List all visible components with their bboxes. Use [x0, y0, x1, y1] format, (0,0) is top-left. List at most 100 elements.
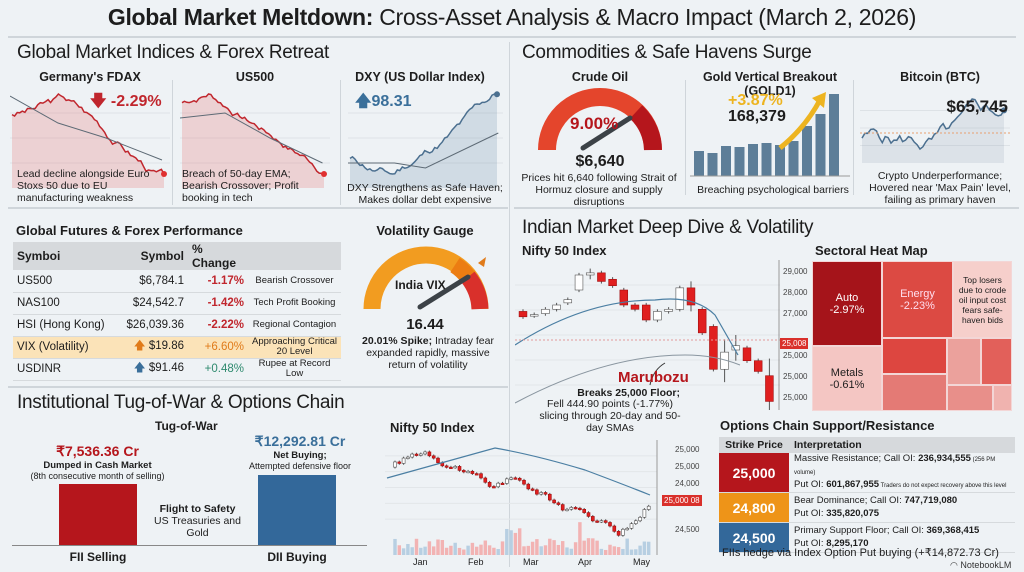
- heatmap-cell[interactable]: [947, 338, 981, 385]
- price: $6,784.1: [139, 274, 184, 287]
- bearish-candle: [765, 375, 774, 402]
- heatmap-cell[interactable]: [882, 374, 947, 411]
- bearish-candle: [444, 465, 449, 468]
- dxy-title: DXY (US Dollar Index): [355, 70, 485, 84]
- price-tag: 25,008: [780, 338, 809, 349]
- bearish-candle: [556, 502, 561, 505]
- page-title: Global Market Meltdown: Cross-Asset Anal…: [0, 4, 1024, 31]
- heatmap-cell[interactable]: [882, 338, 947, 374]
- vix-label: India VIX: [395, 278, 446, 292]
- heatmap-cell[interactable]: [947, 385, 993, 411]
- bearish-candle: [492, 486, 496, 489]
- price-line: [181, 93, 325, 175]
- volume-bar: [548, 538, 552, 555]
- bearish-candle: [500, 482, 505, 485]
- interpretation: Bear Dominance; Call OI: 747,719,080 Put …: [789, 492, 1015, 523]
- t: (256 PM volume): [794, 457, 996, 476]
- area-fill: [12, 94, 164, 188]
- note: Bearish Crossover: [248, 270, 341, 293]
- gold-bar: [721, 146, 731, 176]
- arrow-up-icon: 🡅: [133, 361, 146, 374]
- bullish-candle: [599, 520, 604, 523]
- gold-bar: [775, 145, 785, 176]
- table-row[interactable]: USDINR 🡅 $91.46 +0.48% Rupee at Record Low: [13, 358, 341, 381]
- volume-bar: [539, 546, 543, 555]
- volume-bar: [530, 541, 535, 555]
- bullish-candle: [401, 457, 406, 464]
- sector-heatmap: Auto -2.97% Energy -2.23% Top losers due t…: [812, 261, 1012, 411]
- bearish-candle: [590, 516, 595, 522]
- change: -1.17%: [188, 270, 248, 293]
- bearish-candle: [526, 483, 531, 490]
- bearish-candle: [461, 470, 466, 473]
- sma-50-line: [515, 354, 741, 404]
- volume-bar: [414, 538, 419, 555]
- bearish-candle: [547, 493, 552, 501]
- moving-average-line: [348, 132, 499, 169]
- volume-bar: [621, 548, 625, 555]
- heatmap-title: Sectoral Heat Map: [815, 243, 928, 258]
- bearish-candle: [431, 455, 436, 459]
- price-cell: $26,039.36: [118, 314, 188, 337]
- dii-bar: [258, 475, 336, 545]
- volume-bar: [603, 549, 608, 555]
- flight-rest: US Treasuries and Gold: [154, 515, 241, 539]
- volume-bar: [457, 547, 462, 555]
- table-row[interactable]: NAS100 $24,542.7 -1.42% Tech Profit Booking: [13, 292, 341, 315]
- moving-average-line: [180, 112, 323, 164]
- volume-bar: [582, 540, 586, 555]
- symbol: USDINR: [13, 358, 118, 381]
- bullish-candle: [406, 456, 410, 459]
- bullish-candle: [418, 453, 423, 456]
- bearish-candle: [603, 520, 608, 523]
- dii-line2: Attempted defensive floor: [248, 461, 352, 471]
- heatmap-cell-energy[interactable]: Energy -2.23%: [882, 261, 953, 338]
- volume-bar: [487, 545, 492, 555]
- volume-bar: [578, 522, 582, 555]
- bullish-candle: [509, 477, 513, 480]
- bullish-candle: [466, 470, 470, 474]
- strike-price: 24,800: [719, 492, 789, 523]
- table-row[interactable]: 24,800 Bear Dominance; Call OI: 747,719,0…: [719, 492, 1015, 523]
- divider: [509, 42, 510, 567]
- volume-bar: [449, 545, 453, 555]
- dii-amount: ₹12,292.81 Cr: [254, 433, 346, 449]
- volume-bar: [483, 540, 488, 555]
- x-tick-label: Jan: [413, 557, 428, 567]
- fii-bar: [59, 484, 137, 545]
- table-row[interactable]: US500 $6,784.1 -1.17% Bearish Crossover: [13, 270, 341, 293]
- volume-bar: [513, 532, 518, 555]
- dii-line1: Net Buying;: [273, 450, 327, 461]
- bullish-candle: [653, 311, 662, 321]
- volume-bar: [474, 546, 479, 555]
- y-tick-label: 24,000: [675, 479, 700, 488]
- volume-bar: [565, 547, 569, 555]
- arrow-down-icon: 🡇: [90, 93, 107, 110]
- table-row[interactable]: 25,000 Massive Resistance; Call OI: 236,9…: [719, 453, 1015, 493]
- gold-bar: [707, 153, 718, 176]
- volume-bar: [638, 545, 642, 555]
- options-table: Strike Price Interpretation 25,000 Massiv…: [719, 437, 1015, 553]
- heatmap-cell[interactable]: [981, 338, 1012, 385]
- end-point: [494, 91, 500, 98]
- arrow-up-icon: 🡅: [133, 339, 146, 352]
- bullish-candle: [633, 520, 638, 524]
- gauge-needle: [580, 115, 633, 151]
- heatmap-cell-auto[interactable]: Auto -2.97%: [812, 261, 882, 346]
- title-rest: Cross-Asset Analysis & Macro Impact (Mar…: [379, 4, 917, 30]
- table-row[interactable]: HSI (Hong Kong) $26,039.36 -2.22% Regional …: [13, 314, 341, 337]
- t: Bear Dominance; Call OI:: [794, 494, 905, 506]
- table-row[interactable]: VIX (Volatility) 🡅 $19.86 +6.60% Approachin…: [13, 336, 341, 359]
- sma-20-line: [515, 298, 739, 356]
- table-row[interactable]: 24,500 Primary Support Floor; Call OI: 36…: [719, 522, 1015, 553]
- volume-bar: [556, 544, 561, 555]
- btc-title: Bitcoin (BTC): [900, 70, 980, 84]
- bearish-candle: [595, 520, 599, 523]
- vix-caption-text: Intraday fear expanded rapidly, massive …: [366, 335, 494, 371]
- t: Put OI:: [794, 479, 827, 490]
- heatmap-cell[interactable]: [993, 385, 1012, 411]
- bullish-candle: [574, 274, 584, 291]
- heatmap-cell-metals[interactable]: Metals -0.61%: [812, 346, 882, 411]
- bullish-candle: [393, 461, 397, 468]
